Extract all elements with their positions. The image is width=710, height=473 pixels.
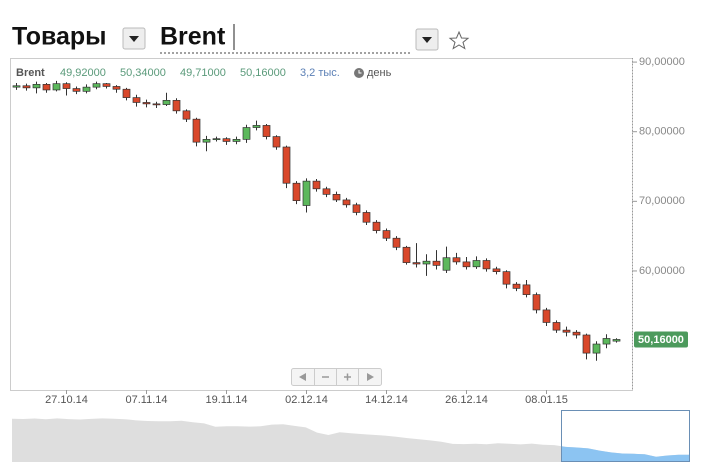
candle-body (462, 261, 471, 268)
candle-body (482, 260, 491, 270)
candle-body (42, 84, 51, 91)
candle-body (442, 257, 451, 271)
candle-body (22, 85, 31, 89)
candle-body (82, 86, 91, 92)
category-dropdown[interactable] (122, 27, 146, 50)
candle-body (62, 83, 71, 89)
candle-body (602, 338, 611, 345)
x-tick-label: 26.12.14 (445, 394, 488, 406)
candle-body (242, 127, 251, 140)
candle-body (142, 102, 151, 105)
x-tick-label: 08.01.15 (525, 394, 568, 406)
candle-body (542, 309, 551, 323)
legend-symbol: Brent (16, 67, 45, 79)
candle-body (572, 331, 581, 336)
y-tick-label: 90,00000 (639, 56, 685, 68)
candle-body (182, 110, 191, 120)
x-tick-label: 07.11.14 (125, 394, 167, 406)
candle-body (582, 334, 591, 354)
candle-body (52, 83, 61, 91)
candle-body (312, 180, 321, 190)
category-title: Товары (12, 23, 107, 51)
navigator-window[interactable] (561, 410, 690, 462)
candle-body (172, 100, 181, 112)
navigator-area-selected (561, 446, 690, 462)
candle-body (382, 230, 391, 239)
candle-body (352, 204, 361, 213)
x-tick-label: 14.12.14 (365, 394, 408, 406)
candle-body (212, 138, 221, 141)
legend-high: 50,34000 (120, 67, 166, 79)
candle-body (302, 180, 311, 206)
legend-period[interactable]: день (367, 67, 392, 79)
instrument-dropdown[interactable] (415, 28, 439, 51)
candle-body (152, 103, 161, 106)
candle-body (322, 188, 331, 195)
candle-body (272, 136, 281, 148)
candle-body (132, 97, 141, 103)
candle-body (532, 294, 541, 311)
y-tick-label: 60,00000 (639, 265, 685, 277)
last-price-label: 50,16000 (638, 334, 684, 346)
candle-body (452, 257, 461, 263)
candle-body (252, 125, 261, 128)
favorite-star[interactable] (448, 30, 470, 50)
candle-body (202, 139, 211, 143)
plot-frame (10, 58, 633, 391)
x-tick-label: 02.12.14 (285, 394, 328, 406)
candle-body (402, 246, 411, 263)
candle-body (32, 84, 41, 89)
candle-body (162, 100, 171, 105)
candle-body (72, 88, 81, 92)
y-tick-label: 80,00000 (639, 126, 685, 138)
navigator-area (12, 418, 690, 462)
candle-body (372, 221, 381, 231)
candle-body (492, 268, 501, 272)
period-icon (354, 68, 364, 78)
candle-body (362, 212, 371, 223)
candle-body (562, 329, 571, 333)
candle-body (522, 284, 531, 295)
candle-body (432, 260, 441, 266)
last-price-tag (634, 331, 688, 348)
candle-body (12, 85, 21, 88)
candle-body (502, 271, 511, 285)
candle-body (232, 139, 241, 142)
y-tick-label: 70,00000 (639, 195, 685, 207)
candle-body (102, 83, 111, 87)
candle-body (332, 194, 341, 201)
candle-body (292, 182, 301, 201)
candle-body (192, 118, 201, 143)
candle-body (342, 199, 351, 206)
candle-body (262, 125, 271, 137)
x-tick-label: 19.11.14 (205, 394, 247, 406)
candle-body (92, 83, 101, 88)
candle-body (282, 146, 291, 184)
candle-body (472, 260, 481, 268)
zoom-controls[interactable] (291, 368, 382, 386)
candle-body (112, 86, 121, 90)
candle-body (122, 88, 131, 98)
legend-close: 50,16000 (240, 67, 286, 79)
candle-body (412, 262, 421, 265)
legend-open: 49,92000 (60, 67, 106, 79)
legend-low: 49,71000 (180, 67, 226, 79)
candle-body (222, 138, 231, 142)
candle-body (552, 322, 561, 331)
x-tick-label: 27.10.14 (45, 394, 88, 406)
candle-body (512, 283, 521, 289)
legend-volume: 3,2 тыс. (300, 67, 340, 79)
candle-body (422, 260, 431, 265)
candle-body (392, 237, 401, 248)
candle-body (592, 343, 601, 354)
candle-body (612, 339, 621, 342)
instrument-title[interactable]: Brent (160, 23, 226, 51)
